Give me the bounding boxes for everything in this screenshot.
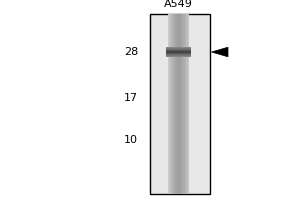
Text: 28: 28 [124, 47, 138, 57]
Bar [176, 14, 177, 194]
Bar [171, 14, 172, 194]
Text: 17: 17 [124, 93, 138, 103]
Bar [167, 55, 191, 56]
Bar [187, 14, 188, 194]
Text: A549: A549 [164, 0, 193, 9]
Bar [185, 14, 187, 194]
Bar [188, 14, 189, 194]
Bar [172, 14, 173, 194]
Bar [174, 14, 175, 194]
Bar [175, 14, 176, 194]
Polygon shape [212, 47, 228, 57]
Bar [167, 47, 191, 48]
Bar [167, 50, 191, 51]
Bar [167, 54, 191, 55]
Bar [169, 14, 170, 194]
Bar [183, 14, 184, 194]
Bar [180, 14, 181, 194]
Bar [185, 14, 186, 194]
Bar [178, 14, 179, 194]
Bar [176, 14, 177, 194]
Bar [179, 14, 180, 194]
Bar [174, 14, 175, 194]
Bar [178, 14, 179, 194]
Bar [167, 56, 191, 57]
Bar [173, 14, 174, 194]
Bar [167, 53, 191, 54]
Bar [167, 55, 191, 56]
Bar [150, 14, 210, 194]
Bar [188, 14, 189, 194]
Bar [168, 14, 169, 194]
Bar [167, 52, 191, 53]
Text: 10: 10 [124, 135, 138, 145]
Bar [167, 51, 191, 52]
Bar [183, 14, 184, 194]
Bar [167, 49, 191, 50]
Bar [186, 14, 187, 194]
Bar [167, 48, 191, 49]
Bar [184, 14, 185, 194]
Bar [167, 54, 191, 55]
Bar [170, 14, 171, 194]
Bar [177, 14, 178, 194]
Bar [169, 14, 170, 194]
Bar [167, 56, 191, 57]
Bar [181, 14, 182, 194]
Bar [182, 14, 183, 194]
Bar [181, 14, 182, 194]
